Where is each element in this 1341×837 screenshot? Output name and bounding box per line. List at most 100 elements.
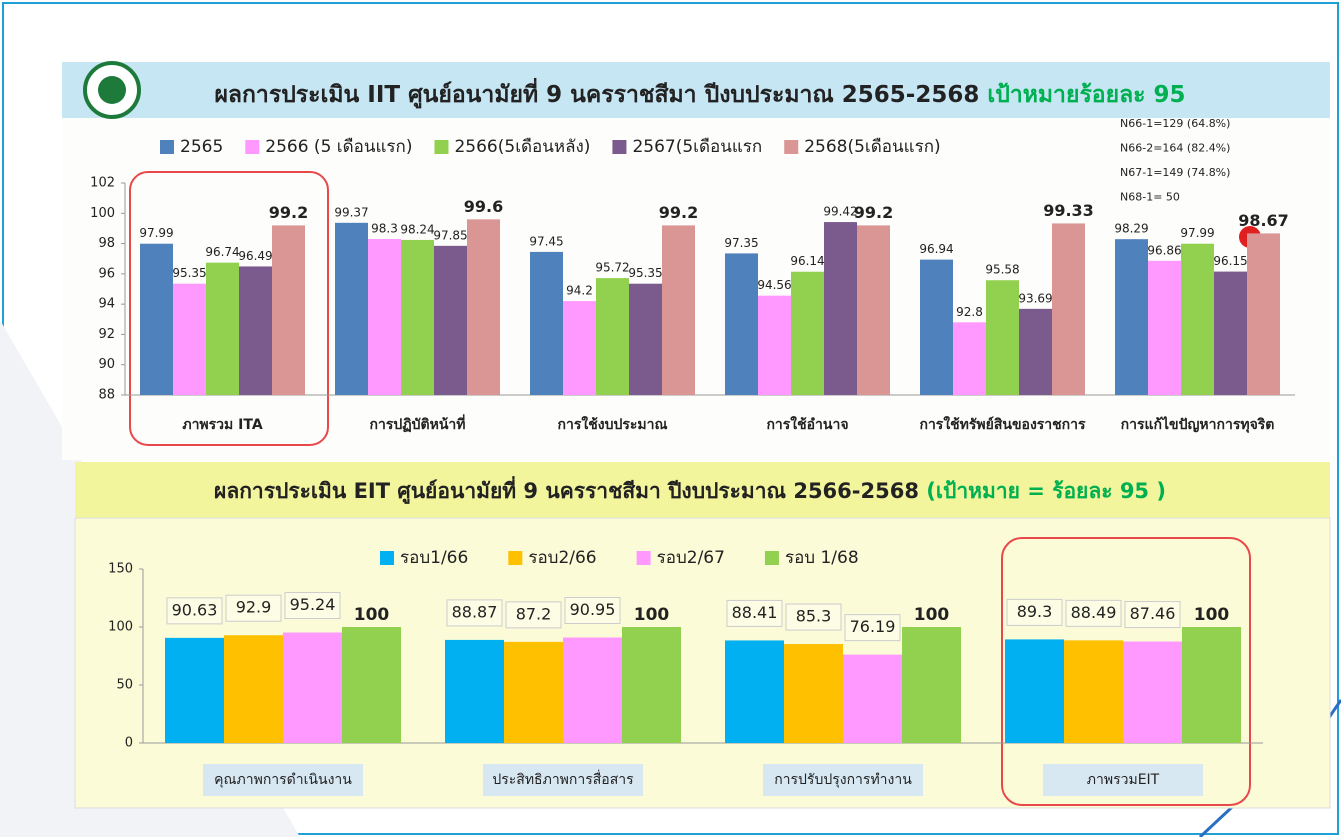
x-tick-label: การใช้อำนาจ [766, 415, 848, 433]
y-tick-label: 88 [98, 388, 115, 403]
bar [1064, 640, 1123, 743]
x-tick-label: การปฏิบัติหน้าที่ [369, 414, 465, 433]
bar [1214, 272, 1247, 395]
value-label: 90.63 [172, 600, 218, 619]
y-tick-label: 100 [90, 206, 115, 221]
bar [173, 284, 206, 395]
value-label: 99.6 [464, 197, 503, 216]
annotation: N66-1=129 (64.8%) [1120, 117, 1230, 130]
value-label: 100 [354, 605, 390, 625]
legend-swatch [612, 140, 626, 154]
x-tick-label: ประสิทธิภาพการสื่อสาร [492, 770, 634, 788]
value-label: 99.2 [659, 203, 698, 222]
logo [98, 76, 126, 104]
title-target: เป้าหมายร้อยละ 95 [987, 82, 1185, 108]
bar [1148, 261, 1181, 395]
bar [467, 219, 500, 395]
bar [1181, 244, 1214, 395]
legend-swatch [637, 551, 651, 565]
x-tick-label: การใช้ทรัพย์สินของราชการ [919, 415, 1086, 433]
value-label: 100 [1194, 605, 1230, 625]
y-tick-label: 100 [108, 620, 133, 635]
value-label: 99.2 [854, 203, 893, 222]
value-label: 98.24 [400, 222, 434, 236]
bar [629, 284, 662, 395]
value-label: 96.49 [238, 249, 272, 263]
value-label: 88.87 [452, 602, 498, 621]
chart-title: ผลการประเมิน EIT ศูนย์อนามัยที่ 9 นครราช… [214, 475, 1166, 505]
x-tick-label: การปรับปรุงการทำงาน [774, 772, 912, 788]
value-label: 99.42 [823, 205, 857, 219]
value-label: 96.86 [1147, 243, 1181, 257]
legend-label: 2566(5เดือนหลัง) [454, 137, 590, 157]
bar [1005, 639, 1064, 743]
legend-swatch [434, 140, 448, 154]
bar [224, 635, 283, 743]
value-label: 87.2 [516, 604, 552, 623]
legend-label: 2566 (5 เดือนแรก) [265, 137, 412, 157]
y-tick-label: 96 [98, 266, 115, 281]
bar [272, 225, 305, 395]
y-tick-label: 150 [108, 562, 133, 577]
x-tick-label: ภาพรวมEIT [1087, 772, 1160, 788]
legend-swatch [508, 551, 522, 565]
bar [1247, 233, 1280, 395]
x-tick-label: ภาพรวม ITA [182, 417, 262, 433]
chart-title: ผลการประเมิน IIT ศูนย์อนามัยที่ 9 นครราช… [214, 77, 1185, 109]
legend-label: รอบ2/66 [528, 548, 596, 568]
bar [342, 627, 401, 743]
bar [791, 272, 824, 395]
bar [920, 260, 953, 395]
value-label: 97.99 [1180, 226, 1214, 240]
value-label: 87.46 [1130, 604, 1176, 623]
legend-label: รอบ1/66 [400, 548, 468, 568]
y-tick-label: 92 [98, 327, 115, 342]
value-label: 85.3 [796, 607, 832, 626]
value-label: 96.15 [1213, 254, 1247, 268]
bar [1052, 223, 1085, 395]
value-label: 97.99 [139, 226, 173, 240]
bar [758, 296, 791, 395]
bar [504, 642, 563, 743]
value-label: 92.9 [236, 598, 272, 617]
bar [140, 244, 173, 395]
legend-swatch [765, 551, 779, 565]
legend-label: 2568(5เดือนแรก) [804, 137, 940, 157]
value-label: 88.41 [732, 603, 778, 622]
value-label: 95.24 [290, 595, 336, 614]
value-label: 97.85 [433, 228, 467, 242]
bar [368, 239, 401, 395]
title-main: ผลการประเมิน EIT ศูนย์อนามัยที่ 9 นครราช… [214, 475, 919, 505]
annotation: N68-1= 50 [1120, 191, 1180, 204]
bar [239, 266, 272, 395]
bar [725, 640, 784, 743]
bar [283, 633, 342, 743]
bar [1182, 627, 1241, 743]
value-label: 96.14 [790, 254, 824, 268]
bar [335, 223, 368, 395]
bar [986, 280, 1019, 395]
bar [530, 252, 563, 395]
bar [784, 644, 843, 743]
bar [824, 222, 857, 395]
value-label: 98.67 [1238, 211, 1289, 230]
bar [445, 640, 504, 743]
value-label: 92.8 [956, 305, 983, 319]
value-label: 100 [634, 605, 670, 625]
title-target: (เป้าหมาย = ร้อยละ 95 ) [926, 479, 1166, 503]
value-label: 76.19 [850, 617, 896, 636]
y-tick-label: 94 [98, 297, 115, 312]
value-label: 96.74 [205, 245, 239, 259]
legend-label: รอบ 1/68 [785, 548, 859, 568]
title-main: ผลการประเมิน IIT ศูนย์อนามัยที่ 9 นครราช… [214, 77, 979, 109]
bar [902, 627, 961, 743]
bar [165, 638, 224, 743]
bar [596, 278, 629, 395]
legend-label: 2567(5เดือนแรก [632, 137, 762, 157]
x-tick-label: คุณภาพการดำเนินงาน [214, 772, 352, 788]
value-label: 99.2 [269, 203, 308, 222]
y-tick-label: 102 [90, 176, 115, 191]
value-label: 94.2 [566, 284, 593, 298]
value-label: 96.94 [919, 242, 953, 256]
value-label: 89.3 [1017, 602, 1053, 621]
